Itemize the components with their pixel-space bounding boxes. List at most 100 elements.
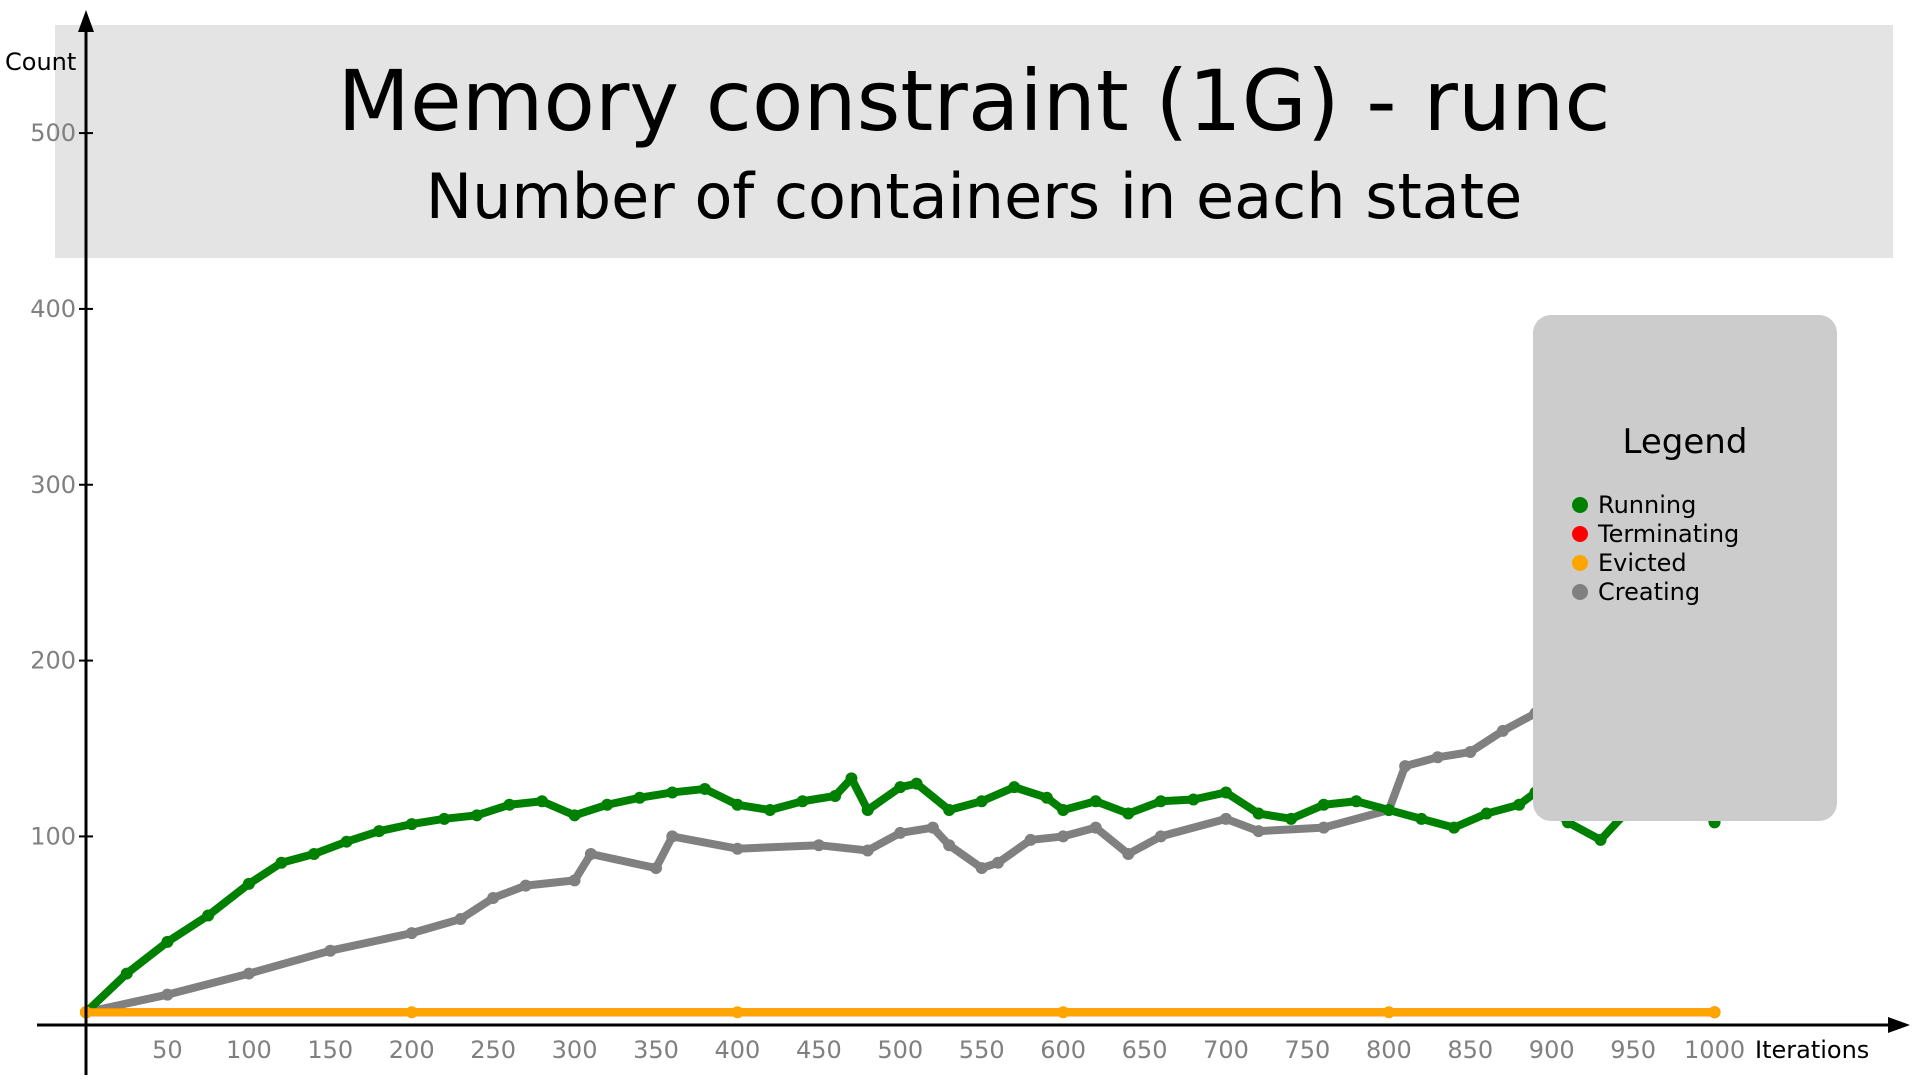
legend-item-creating: Creating <box>1572 578 1700 606</box>
legend-item-running: Running <box>1572 491 1696 519</box>
y-tick-label: 200 <box>30 647 76 675</box>
series-running-point <box>633 791 646 804</box>
series-running-point <box>1122 807 1135 820</box>
series-evicted-point <box>405 1006 418 1019</box>
series-running-point <box>943 804 956 817</box>
legend-label: Creating <box>1598 578 1700 606</box>
chart-title: Memory constraint (1G) - runc <box>337 52 1610 150</box>
series-creating-point <box>454 913 467 926</box>
x-tick-label: 50 <box>152 1036 183 1064</box>
series-evicted-point <box>1708 1006 1721 1019</box>
series-running-point <box>1220 786 1232 799</box>
series-creating-point <box>487 891 500 904</box>
series-running-point <box>438 812 451 825</box>
series-running-point <box>202 909 215 922</box>
series-running-point <box>1382 804 1395 817</box>
series-running-point <box>275 856 288 869</box>
series-running-point <box>308 848 320 860</box>
series-running-point <box>470 809 483 822</box>
series-running-point <box>861 804 874 817</box>
series-running-point <box>568 809 581 822</box>
series-creating-point <box>161 988 174 1001</box>
series-creating-trace <box>82 595 1719 1017</box>
series-creating-point <box>242 967 255 980</box>
legend-label: Running <box>1598 491 1696 519</box>
series-running-point <box>1350 795 1363 808</box>
series-running-point <box>601 798 614 811</box>
tick-labels: 50 100 150 200 250 300 350 400 450 500 550 600 650 70… <box>30 119 1745 1064</box>
axes: Iterations Count <box>5 10 1910 1075</box>
x-tick-label: 100 <box>226 1036 272 1064</box>
series-running-point <box>845 772 858 785</box>
series-running-point <box>666 786 679 799</box>
series-creating-point <box>568 874 581 887</box>
series-running-point <box>340 835 353 848</box>
x-tick-label: 950 <box>1610 1036 1656 1064</box>
series-evicted-point <box>1382 1006 1395 1019</box>
x-tick-label: 550 <box>959 1036 1005 1064</box>
series-running-point <box>764 804 776 817</box>
series-creating-point <box>1431 751 1444 764</box>
legend-swatch <box>1572 497 1588 513</box>
x-tick-label: 1000 <box>1684 1036 1745 1064</box>
series-creating-point <box>975 862 988 875</box>
series-creating-point <box>1024 833 1037 846</box>
series-creating-point <box>992 856 1004 869</box>
series-creating-point <box>1317 821 1330 834</box>
y-tick-label: 300 <box>30 471 76 499</box>
series-running-point <box>829 789 842 802</box>
legend-item-terminating: Terminating <box>1572 520 1739 548</box>
chart-subtitle: Number of containers in each state <box>426 160 1523 233</box>
series-running-point <box>698 782 711 795</box>
series-creating-point <box>1122 848 1135 860</box>
legend-title: Legend <box>1623 422 1748 462</box>
x-tick-label: 300 <box>552 1036 598 1064</box>
series-creating-point <box>1089 821 1102 834</box>
title-bar: Memory constraint (1G) - runc Number of … <box>55 25 1893 258</box>
x-tick-label: 600 <box>1040 1036 1086 1064</box>
x-tick-label: 750 <box>1285 1036 1331 1064</box>
legend-swatch <box>1572 584 1588 600</box>
series-evicted-point <box>731 1006 744 1019</box>
series-running-point <box>910 777 923 790</box>
series-creating-point <box>650 862 662 875</box>
series-running-point <box>1513 798 1526 811</box>
x-tick-label: 800 <box>1366 1036 1412 1064</box>
legend-box <box>1533 315 1837 821</box>
legend-item-evicted: Evicted <box>1572 549 1687 577</box>
x-tick-label: 250 <box>470 1036 516 1064</box>
series-running-point <box>120 967 133 980</box>
series-evicted-point <box>1057 1006 1070 1019</box>
x-tick-label: 900 <box>1529 1036 1575 1064</box>
series-running-point <box>242 877 255 890</box>
series-running-point <box>405 818 418 831</box>
series-running-point <box>536 795 548 808</box>
series-running-point <box>1252 807 1265 820</box>
series-creating-point <box>324 944 337 957</box>
legend-label: Terminating <box>1597 520 1739 548</box>
series-running-point <box>1089 795 1102 808</box>
y-tick-label: 100 <box>30 822 76 850</box>
series-creating-point <box>405 927 418 940</box>
series-creating-point <box>1252 825 1265 838</box>
legend-swatch <box>1572 555 1588 571</box>
plot-layer <box>80 593 1721 1019</box>
x-tick-label: 850 <box>1447 1036 1493 1064</box>
series-running-point <box>1415 812 1428 825</box>
y-tick-label: 400 <box>30 295 76 323</box>
series-evicted <box>80 1006 1721 1019</box>
x-tick-label: 650 <box>1122 1036 1168 1064</box>
series-running-point <box>1057 804 1070 817</box>
series-running-point <box>1040 791 1053 804</box>
x-axis-label: Iterations <box>1755 1036 1869 1064</box>
title-background <box>55 25 1893 258</box>
series-running-point <box>1594 833 1607 846</box>
series-creating-point <box>666 830 679 843</box>
series-running-point <box>975 795 988 808</box>
series-running-trace <box>82 774 1719 1017</box>
series-running-point <box>503 798 516 811</box>
series-creating-point <box>926 821 939 834</box>
series-running-point <box>161 935 174 948</box>
